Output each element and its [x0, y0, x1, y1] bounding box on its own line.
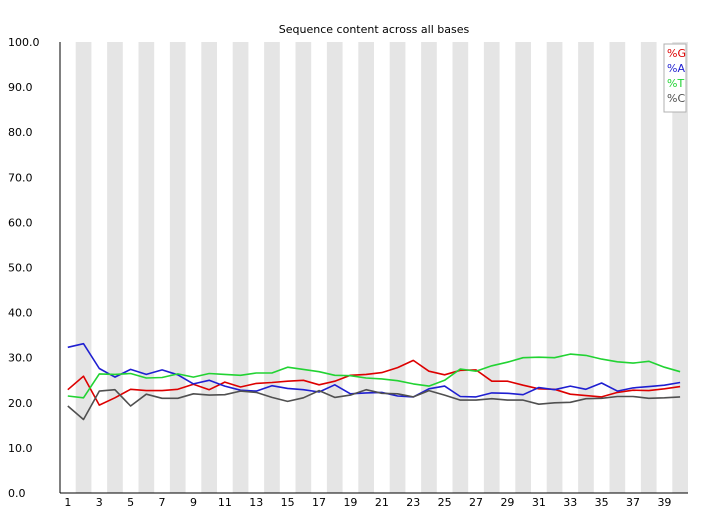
- band-6: [138, 42, 155, 493]
- band-40: [672, 42, 688, 493]
- x-tick-label: 11: [218, 496, 232, 509]
- legend-entry: %C: [667, 92, 685, 105]
- band-36: [609, 42, 626, 493]
- band-32: [546, 42, 563, 493]
- band-16: [295, 42, 312, 493]
- y-tick-label: 40.0: [8, 307, 33, 320]
- band-14: [264, 42, 280, 493]
- x-tick-label: 39: [657, 496, 671, 509]
- x-tick-label: 5: [127, 496, 134, 509]
- band-4: [107, 42, 123, 493]
- series-line-pct-c: [67, 388, 681, 421]
- band-26: [452, 42, 469, 493]
- x-tick-label: 37: [626, 496, 640, 509]
- band-10: [201, 42, 217, 493]
- background-bands: [75, 42, 688, 493]
- x-tick-label: 35: [595, 496, 609, 509]
- x-tick-label: 19: [343, 496, 357, 509]
- band-20: [358, 42, 374, 493]
- y-axis-ticks: 0.0 10.0 20.0 30.0 40.0 50.0 60.0 70.0 80.0 90.0 1…: [8, 36, 40, 500]
- series-lines: [67, 342, 681, 421]
- x-tick-label: 33: [563, 496, 577, 509]
- x-tick-label: 17: [312, 496, 326, 509]
- y-tick-label: 60.0: [8, 216, 33, 229]
- y-tick-label: 80.0: [8, 126, 33, 139]
- x-tick-label: 7: [159, 496, 166, 509]
- x-tick-label: 9: [190, 496, 197, 509]
- x-tick-label: 3: [96, 496, 103, 509]
- x-tick-label: 29: [500, 496, 514, 509]
- legend-entry: %A: [667, 62, 685, 75]
- band-30: [515, 42, 531, 493]
- legend: %G %A %T %C: [663, 43, 687, 113]
- x-tick-label: 31: [532, 496, 546, 509]
- band-24: [421, 42, 437, 493]
- band-2: [75, 42, 92, 493]
- series-line-pct-t: [67, 353, 681, 399]
- y-tick-label: 0.0: [8, 487, 26, 500]
- x-tick-label: 27: [469, 496, 483, 509]
- x-axis-ticks: 1 3 5 7 9 11 13 15 17 19 21 23 25 27 29 31 33 35 37 39: [64, 496, 671, 509]
- chart-title: Sequence content across all bases: [279, 23, 470, 36]
- legend-box: [663, 43, 687, 113]
- x-tick-label: 1: [64, 496, 71, 509]
- series-line-pct-a: [67, 342, 681, 398]
- axes: [59, 42, 688, 494]
- y-tick-label: 50.0: [8, 262, 33, 275]
- y-tick-label: 90.0: [8, 81, 33, 94]
- x-tick-label: 25: [438, 496, 452, 509]
- y-tick-label: 30.0: [8, 352, 33, 365]
- legend-entry: %G: [667, 47, 686, 60]
- y-tick-label: 10.0: [8, 442, 33, 455]
- band-22: [389, 42, 406, 493]
- band-34: [578, 42, 594, 493]
- x-tick-label: 13: [249, 496, 263, 509]
- y-tick-label: 20.0: [8, 397, 33, 410]
- band-28: [483, 42, 500, 493]
- series-line-pct-g: [67, 359, 681, 406]
- band-18: [326, 42, 343, 493]
- band-38: [640, 42, 657, 493]
- y-tick-label: 100.0: [8, 36, 40, 49]
- x-tick-label: 21: [375, 496, 389, 509]
- band-8: [169, 42, 186, 493]
- x-tick-label: 23: [406, 496, 420, 509]
- legend-entry: %T: [667, 77, 684, 90]
- band-12: [232, 42, 249, 493]
- y-tick-label: 70.0: [8, 171, 33, 184]
- x-tick-label: 15: [281, 496, 295, 509]
